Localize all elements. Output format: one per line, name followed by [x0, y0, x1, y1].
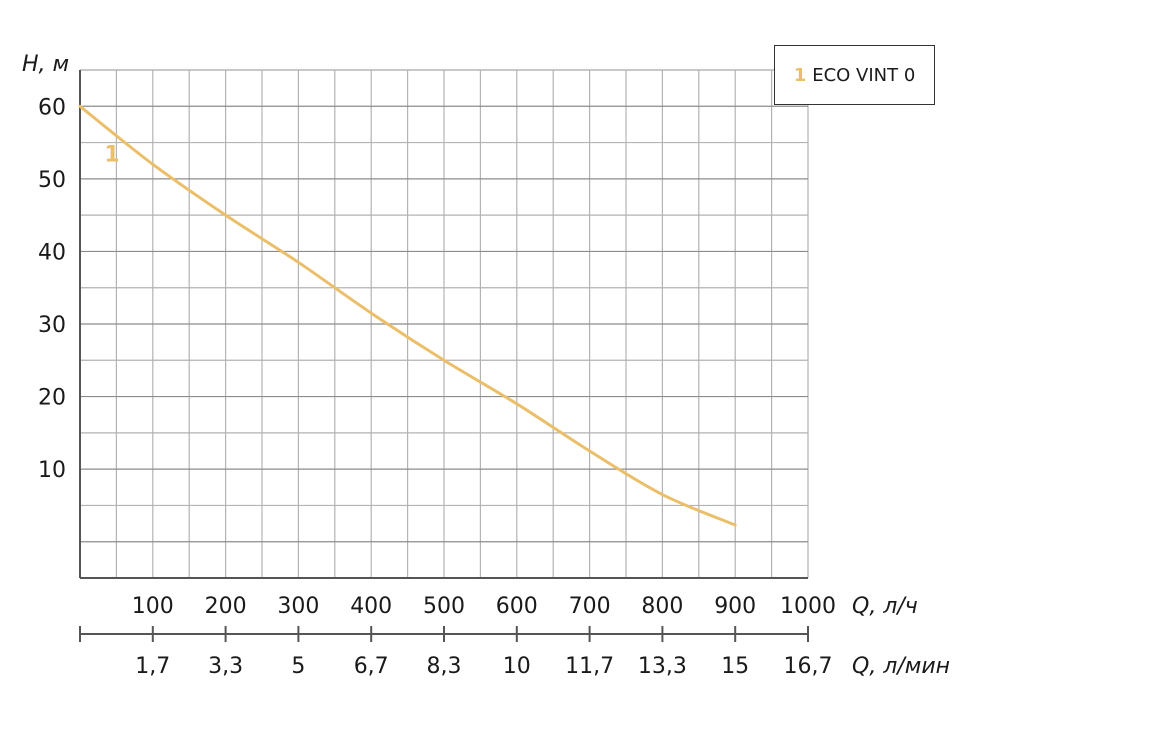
- x2-tick-label: 10: [503, 654, 531, 679]
- x-axis-label: Q, л/ч: [852, 594, 918, 619]
- x2-tick-label: 13,3: [638, 654, 687, 679]
- x2-tick-label: 15: [721, 654, 749, 679]
- y-tick-label: 30: [38, 313, 66, 338]
- chart-grid: [80, 69, 809, 578]
- x2-tick-label: 16,7: [784, 654, 833, 679]
- x2-tick-label: 3,3: [208, 654, 243, 679]
- y-tick-label: 20: [38, 386, 66, 411]
- series-line: [78, 104, 737, 527]
- x-tick-label: 700: [569, 594, 611, 619]
- x2-tick-label: 5: [291, 654, 305, 679]
- y-tick-label: 60: [38, 95, 66, 120]
- x2-tick-label: 8,3: [427, 654, 462, 679]
- x2-tick-label: 11,7: [565, 654, 614, 679]
- x-tick-label: 900: [714, 594, 756, 619]
- legend-series-number: 1: [793, 64, 807, 86]
- x-tick-label: 600: [496, 594, 538, 619]
- chart-series: 1: [78, 104, 737, 527]
- x-tick-label: 300: [277, 594, 319, 619]
- chart-tick-labels: 10 20 30 40 50 60 100 200 300 400 500 600 700 800 900 1…: [38, 95, 836, 679]
- x-tick-label: 100: [132, 594, 174, 619]
- x-tick-label: 500: [423, 594, 465, 619]
- x2-tick-label: 1,7: [135, 654, 170, 679]
- legend: 1 ECO VINT 0: [774, 45, 935, 105]
- x2-axis-label: Q, л/мин: [852, 654, 950, 679]
- y-tick-label: 10: [38, 458, 66, 483]
- x-tick-label: 1000: [780, 594, 836, 619]
- chart-axes: [79, 70, 809, 642]
- series-label: 1: [104, 142, 119, 167]
- x-tick-label: 800: [641, 594, 683, 619]
- y-tick-label: 50: [38, 168, 66, 193]
- legend-series-name: ECO VINT 0: [812, 64, 916, 86]
- y-tick-label: 40: [38, 240, 66, 265]
- y-axis-label: H, м: [22, 52, 69, 77]
- x-tick-label: 400: [350, 594, 392, 619]
- x2-tick-label: 6,7: [354, 654, 389, 679]
- x-tick-label: 200: [205, 594, 247, 619]
